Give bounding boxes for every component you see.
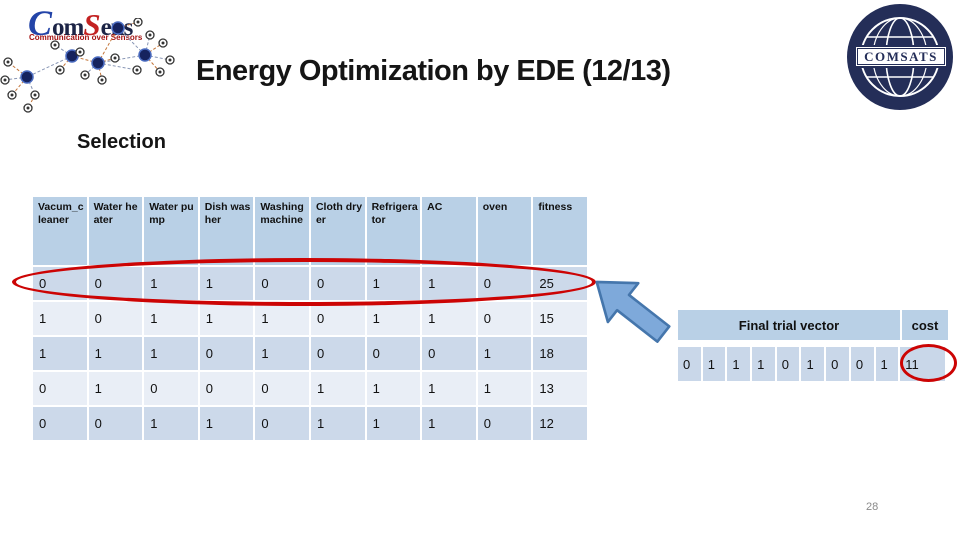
appliance-column-header: Cloth dryer [310, 197, 365, 265]
appliance-table-cell: 1 [366, 407, 421, 440]
appliance-table-cell: 1 [366, 372, 421, 405]
trial-vector-header: Final trial vector cost [678, 310, 948, 340]
comsens-wordmark-om: om [52, 14, 84, 41]
appliance-table-cell: 1 [366, 302, 421, 335]
appliance-table-cell: 1 [144, 267, 198, 300]
trial-vector-cell: 0 [678, 347, 701, 381]
appliance-table-cell: 0 [255, 407, 309, 440]
appliance-table-cell: 1 [255, 337, 309, 370]
appliance-column-header: Refrigerator [366, 197, 421, 265]
appliance-table-cell: 1 [33, 302, 87, 335]
appliance-table-cell: 1 [33, 337, 87, 370]
appliance-table-cell: 0 [366, 337, 421, 370]
appliance-table-row: 0 0 1 1 0 1 1 1 0 12 [33, 407, 587, 440]
appliance-table-row: 0 0 1 1 0 0 1 1 0 25 [33, 267, 587, 300]
appliance-table-header-row: Vacum_cleaner Water heater Water pump Dish … [33, 197, 587, 265]
appliance-table-cell: 1 [144, 302, 198, 335]
comsens-wordmark: ComSens [28, 2, 133, 44]
appliance-table-cell: 1 [310, 372, 365, 405]
appliance-table-cell: 0 [255, 267, 309, 300]
appliance-table-cell: 1 [199, 302, 254, 335]
appliance-table-cell: 1 [199, 267, 254, 300]
appliance-table-cell: 13 [533, 372, 587, 405]
trial-vector-cell: 0 [826, 347, 849, 381]
appliance-table-cell: 0 [310, 302, 365, 335]
sensor-network-icon [0, 18, 175, 113]
slide-title: Energy Optimization by EDE (12/13) [196, 55, 671, 87]
trial-vector-cell: 1 [727, 347, 751, 381]
appliance-table-cell: 1 [144, 337, 198, 370]
page-number: 28 [866, 501, 879, 513]
appliance-table-cell: 1 [477, 372, 532, 405]
appliance-table-cell: 1 [144, 407, 198, 440]
appliance-column-header: oven [477, 197, 532, 265]
section-heading: Selection [77, 131, 166, 153]
appliance-table-cell: 0 [88, 267, 143, 300]
appliance-table-cell: 0 [33, 267, 87, 300]
appliance-column-header: Washing machine [255, 197, 309, 265]
appliance-table-cell: 0 [477, 302, 532, 335]
appliance-table-cell: 1 [422, 372, 476, 405]
trial-vector-cell: 1 [801, 347, 825, 381]
trial-vector-cell: 1 [702, 347, 726, 381]
appliance-table-cell: 0 [33, 372, 87, 405]
appliance-table-cell: 1 [422, 302, 476, 335]
appliance-table-cell: 12 [533, 407, 587, 440]
appliance-column-header: AC [422, 197, 476, 265]
appliance-table-cell: 0 [199, 372, 254, 405]
trial-vector-cell: 0 [850, 347, 874, 381]
appliance-table-cell: 25 [533, 267, 587, 300]
appliance-table: Vacum_cleaner Water heater Water pump Dish … [31, 195, 589, 442]
trial-vector-cost-cell: 11 [900, 347, 946, 381]
appliance-table-cell: 1 [199, 407, 254, 440]
appliance-table-cell: 0 [477, 407, 532, 440]
appliance-table-body: 0 0 1 1 0 0 1 1 0 25 1 0 1 1 1 0 1 1 0 15 1 1 1 0 1 0 0 0 1 18 0 1 0 0 0 1 1… [33, 267, 587, 440]
cost-header-label: cost [902, 310, 948, 340]
comsats-logo-label: COMSATS [864, 49, 938, 64]
appliance-table-row: 0 1 0 0 0 1 1 1 1 13 [33, 372, 587, 405]
appliance-table-cell: 1 [366, 267, 421, 300]
appliance-table-cell: 0 [88, 407, 143, 440]
appliance-table-cell: 1 [310, 407, 365, 440]
trial-vector-cell: 0 [776, 347, 800, 381]
appliance-table-cell: 1 [255, 302, 309, 335]
trial-vector-cell: 1 [752, 347, 775, 381]
appliance-table-cell: 0 [255, 372, 309, 405]
appliance-table-cell: 1 [88, 372, 143, 405]
trial-vector-cell: 1 [875, 347, 899, 381]
appliance-table-cell: 1 [88, 337, 143, 370]
appliance-table-cell: 0 [199, 337, 254, 370]
appliance-table-cell: 0 [144, 372, 198, 405]
comsens-tagline: Communication over Sensors [29, 33, 143, 42]
appliance-column-header: Water pump [144, 197, 198, 265]
comsens-wordmark-s: S [83, 7, 101, 42]
appliance-column-header: Water heater [88, 197, 143, 265]
appliance-column-header: fitness [533, 197, 587, 265]
appliance-table-cell: 15 [533, 302, 587, 335]
appliance-column-header: Dish washer [199, 197, 254, 265]
trial-vector-header-label: Final trial vector [678, 310, 900, 340]
appliance-table-row: 1 0 1 1 1 0 1 1 0 15 [33, 302, 587, 335]
appliance-table-cell: 0 [88, 302, 143, 335]
appliance-table-cell: 0 [33, 407, 87, 440]
appliance-table-cell: 0 [422, 337, 476, 370]
appliance-table-cell: 0 [310, 267, 365, 300]
appliance-table-cell: 0 [310, 337, 365, 370]
appliance-table-cell: 1 [422, 267, 476, 300]
appliance-table-cell: 18 [533, 337, 587, 370]
appliance-table-row: 1 1 1 0 1 0 0 0 1 18 [33, 337, 587, 370]
appliance-table-cell: 1 [477, 337, 532, 370]
pointer-arrow-icon [579, 260, 682, 357]
appliance-table-cell: 0 [477, 267, 532, 300]
appliance-column-header: Vacum_cleaner [33, 197, 87, 265]
appliance-table-cell: 1 [422, 407, 476, 440]
comsats-logo: COMSATS [847, 4, 953, 110]
comsens-logo: ComSens Communication over Sensors [0, 0, 195, 125]
comsens-wordmark-c: C [28, 3, 53, 43]
